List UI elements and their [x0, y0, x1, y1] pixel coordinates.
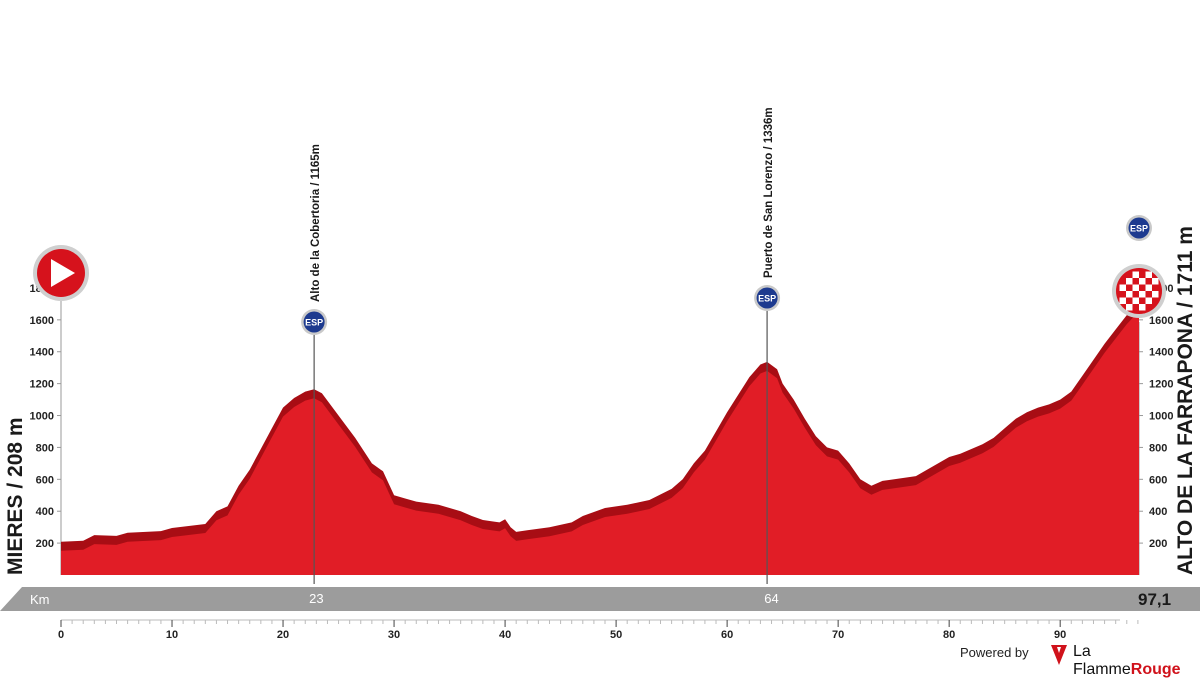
- climb-badge: [1128, 217, 1150, 239]
- checker-square: [1126, 278, 1133, 285]
- start-label: MIERES / 208 m: [4, 417, 27, 575]
- checker-square: [1126, 291, 1133, 298]
- flame-logo-icon: [1051, 645, 1067, 665]
- x-tick-label: 20: [277, 629, 289, 641]
- y-axis-right: 20040060080010001200140016001800: [1138, 283, 1173, 575]
- climb-badge-text: ESP: [758, 294, 776, 304]
- y-tick-label: 400: [36, 506, 54, 518]
- y-tick-label: 600: [1149, 474, 1167, 486]
- y-tick-label: 200: [1149, 538, 1167, 550]
- y-tick-label: 600: [36, 474, 54, 486]
- y-tick-label: 800: [36, 442, 54, 454]
- km-label: Km: [30, 592, 50, 607]
- brand-name: La FlammeRouge: [1073, 643, 1200, 679]
- checkered-flag-icon: [1119, 271, 1159, 311]
- x-tick-label: 60: [721, 629, 733, 641]
- climb-badge: [756, 287, 778, 309]
- climb-badge-text: ESP: [305, 318, 323, 328]
- checker-square: [1139, 278, 1146, 285]
- checker-square: [1152, 278, 1159, 285]
- checker-square: [1119, 284, 1126, 291]
- y-tick-label: 800: [1149, 442, 1167, 454]
- profile-fill: [61, 311, 1139, 575]
- km-mark-label: 23: [309, 591, 323, 606]
- y-tick-label: 1600: [1149, 315, 1173, 327]
- play-arrow-icon: [51, 259, 75, 287]
- finish-marker: [1112, 264, 1166, 318]
- x-tick-label: 70: [832, 629, 844, 641]
- y-tick-label: 1200: [30, 379, 54, 391]
- checker-square: [1152, 291, 1159, 298]
- y-tick-label: 1400: [1149, 347, 1173, 359]
- distance-band: [0, 587, 1200, 611]
- x-tick-label: 0: [58, 629, 64, 641]
- checker-square: [1145, 271, 1152, 278]
- x-tick-label: 40: [499, 629, 511, 641]
- distance-bar: Km 97,1 23 64: [0, 587, 1200, 611]
- climb-badge-text: ESP: [1130, 224, 1148, 234]
- y-tick-label: 1200: [1149, 379, 1173, 391]
- climb-label: Alto de la Cobertoria / 1165m: [310, 144, 322, 302]
- y-tick-label: 400: [1149, 506, 1167, 518]
- profile-area: [61, 302, 1139, 575]
- finish-label: ALTO DE LA FARRAPONA / 1711 m: [1174, 226, 1197, 575]
- brand-name-a: La Flamme: [1073, 643, 1131, 678]
- distance-total: 97,1: [1138, 590, 1171, 609]
- climb-label: Puerto de San Lorenzo / 1336m: [763, 107, 775, 278]
- start-marker: [33, 245, 89, 301]
- x-tick-label: 10: [166, 629, 178, 641]
- climb-markers: ESP Alto de la Cobertoria / 1165m ESP Puert…: [301, 107, 1152, 584]
- checker-square: [1132, 271, 1139, 278]
- y-tick-label: 200: [36, 538, 54, 550]
- checker-square: [1145, 284, 1152, 291]
- checker-square: [1139, 304, 1146, 311]
- y-tick-label: 1400: [30, 347, 54, 359]
- x-tick-label: 30: [388, 629, 400, 641]
- checker-square: [1119, 297, 1126, 304]
- y-tick-label: 1000: [30, 411, 54, 423]
- x-tick-label: 80: [943, 629, 955, 641]
- km-mark-label: 64: [764, 591, 778, 606]
- x-tick-label: 90: [1054, 629, 1066, 641]
- y-tick-label: 1000: [1149, 411, 1173, 423]
- checker-square: [1126, 304, 1133, 311]
- x-tick-label: 50: [610, 629, 622, 641]
- powered-by-text: Powered by: [960, 645, 1029, 660]
- y-axis-left: 20040060080010001200140016001800: [30, 283, 62, 575]
- y-tick-label: 1600: [30, 315, 54, 327]
- checker-square: [1139, 291, 1146, 298]
- checker-square: [1145, 297, 1152, 304]
- climb-badge: [303, 311, 325, 333]
- checker-square: [1132, 284, 1139, 291]
- checker-square: [1132, 297, 1139, 304]
- x-axis: 0 10 20 30 40 50 60 70 80 90: [58, 619, 1139, 641]
